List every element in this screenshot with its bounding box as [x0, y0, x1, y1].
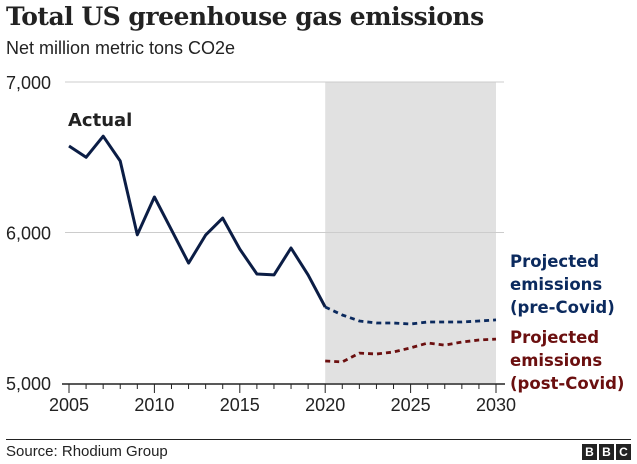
- series-label-post-covid: Projected: [510, 328, 599, 347]
- y-tick-label: 5,000: [6, 374, 51, 394]
- x-tick-label: 2020: [305, 395, 345, 415]
- y-tick-label: 6,000: [6, 224, 51, 244]
- series-label-actual: Actual: [68, 110, 132, 131]
- bbc-logo-letter: B: [599, 444, 614, 460]
- series-label-pre-covid: Projected: [510, 252, 599, 271]
- x-tick-label: 2010: [134, 395, 174, 415]
- chart-subtitle: Net million metric tons CO2e: [6, 38, 236, 58]
- x-tick-label: 2025: [391, 395, 431, 415]
- x-tick-label: 2015: [220, 395, 260, 415]
- x-tick-label: 2030: [476, 395, 516, 415]
- series-line-post-covid: [325, 337, 497, 364]
- bbc-logo-letter: C: [616, 444, 631, 460]
- x-tick-label: 2005: [49, 395, 89, 415]
- bbc-logo-letter: B: [582, 444, 597, 460]
- series-label-pre-covid: emissions: [510, 275, 602, 294]
- footer-divider: [6, 439, 631, 440]
- series-label-pre-covid: (pre-Covid): [510, 298, 615, 317]
- bbc-logo: B B C: [582, 444, 631, 460]
- series-line-pre-covid: [324, 305, 497, 326]
- chart-title: Total US greenhouse gas emissions: [6, 2, 484, 31]
- chart-area: 5,000 6,000 7,000 2005 2010 2015 2020 2025 2030 A…: [6, 73, 624, 415]
- y-tick-label: 7,000: [6, 73, 51, 93]
- series-label-post-covid: (post-Covid): [510, 374, 624, 393]
- source-note: Source: Rhodium Group: [6, 443, 168, 460]
- series-label-post-covid: emissions: [510, 351, 602, 370]
- series-line-actual: [68, 134, 327, 308]
